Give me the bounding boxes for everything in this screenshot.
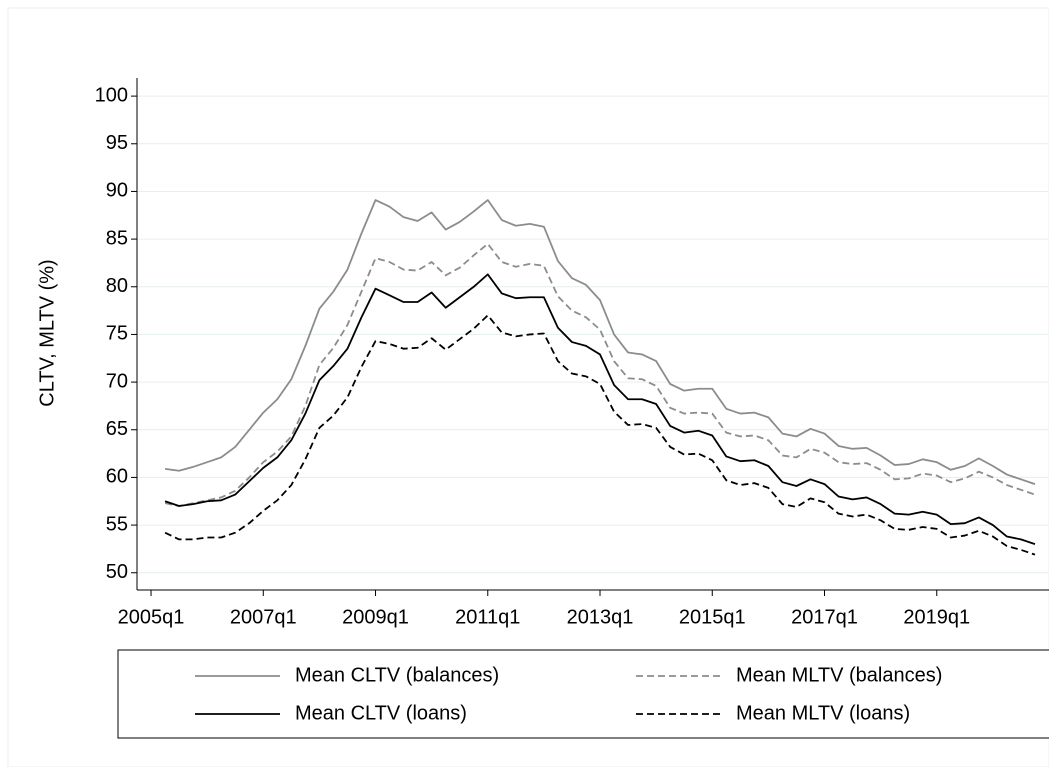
y-tick-label: 80 bbox=[106, 275, 128, 297]
chart-frame bbox=[7, 7, 1049, 767]
y-tick-label: 55 bbox=[106, 513, 128, 535]
x-tick-label: 2011q1 bbox=[455, 606, 520, 628]
x-tick-label: 2017q1 bbox=[791, 606, 858, 628]
y-tick-label: 90 bbox=[106, 180, 128, 202]
legend-label: Mean MLTV (loans) bbox=[736, 702, 910, 724]
legend-label: Mean MLTV (balances) bbox=[736, 664, 942, 686]
y-tick-label: 85 bbox=[106, 227, 128, 249]
legend-label: Mean CLTV (loans) bbox=[295, 702, 467, 724]
y-tick-label: 60 bbox=[106, 466, 128, 488]
legend-label: Mean CLTV (balances) bbox=[295, 664, 499, 686]
y-tick-label: 50 bbox=[106, 561, 128, 583]
x-tick-label: 2013q1 bbox=[567, 606, 634, 628]
y-tick-label: 65 bbox=[106, 418, 128, 440]
y-tick-label: 70 bbox=[106, 370, 128, 392]
x-tick-label: 2019q1 bbox=[903, 606, 970, 628]
series-line bbox=[164, 273, 1036, 546]
series-line bbox=[164, 199, 1036, 485]
legend-box bbox=[117, 649, 1049, 739]
x-tick-label: 2005q1 bbox=[118, 606, 185, 628]
y-tick-label: 75 bbox=[106, 323, 128, 345]
series-line bbox=[164, 242, 1036, 507]
x-tick-label: 2015q1 bbox=[679, 606, 746, 628]
x-tick-label: 2009q1 bbox=[342, 606, 409, 628]
y-tick-label: 100 bbox=[95, 84, 128, 106]
y-axis-label: CLTV, MLTV (%) bbox=[36, 259, 58, 406]
series-line bbox=[164, 314, 1036, 556]
y-tick-label: 95 bbox=[106, 132, 128, 154]
x-tick-label: 2007q1 bbox=[230, 606, 297, 628]
